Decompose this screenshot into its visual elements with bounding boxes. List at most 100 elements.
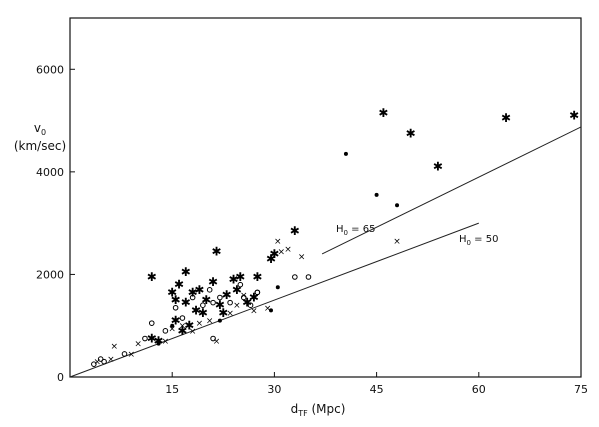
open-circle-point [200, 302, 206, 309]
cross-point: × [168, 324, 176, 334]
open-circle-point [189, 294, 196, 301]
star-point: ✱ [181, 296, 191, 310]
star-point: ✱ [266, 252, 276, 266]
cross-point: × [284, 245, 292, 255]
cross-point: × [179, 322, 187, 332]
open-circle-point [210, 299, 216, 306]
star-point: ✱ [177, 324, 187, 338]
cross-point: × [93, 358, 101, 368]
cross-point: × [264, 304, 272, 314]
filled-dot-point [170, 323, 175, 328]
star-point: ✱ [181, 265, 191, 279]
star-point: ✱ [194, 283, 204, 297]
open-circle-point [162, 328, 169, 334]
x-tick-label: 30 [267, 383, 281, 396]
open-circle-point [237, 281, 244, 288]
x-tick-label: 75 [574, 383, 588, 396]
cross-point: × [240, 291, 248, 301]
open-circle-point [247, 302, 254, 309]
star-point: ✱ [218, 306, 228, 320]
h0-50-label: H0 = 50 [459, 234, 498, 247]
cross-point: × [128, 350, 136, 360]
cross-point: × [226, 309, 234, 319]
y-tick-label: 0 [57, 371, 64, 384]
fit-lines [69, 126, 582, 378]
star-point: ✱ [211, 244, 221, 258]
star-point: ✱ [569, 108, 579, 122]
plot-frame [69, 17, 582, 378]
x-tick-label: 60 [472, 383, 486, 396]
star-point: ✱ [228, 273, 238, 287]
cross-point: × [298, 252, 306, 262]
h0-50-line [69, 222, 479, 378]
open-circle-point [91, 361, 97, 367]
star-point: ✱ [242, 296, 252, 310]
open-circle-point [121, 351, 128, 357]
h0-65-line [321, 126, 582, 255]
star-point: ✱ [249, 291, 259, 305]
star-point: ✱ [188, 285, 198, 299]
open-circle-point [217, 294, 223, 301]
cross-point: × [250, 306, 258, 316]
open-circle-point [206, 287, 213, 293]
open-circle-point [240, 294, 247, 301]
filled-dot-point [395, 203, 400, 208]
filled-dot-point [156, 341, 161, 346]
open-circle-point [142, 335, 148, 342]
open-circle-point [254, 289, 261, 296]
open-circle-point [292, 274, 298, 280]
open-circle-point [179, 315, 186, 321]
star-point: ✱ [290, 224, 300, 238]
y-tick-label: 4000 [36, 166, 64, 179]
filled-dot-point [268, 308, 273, 313]
star-point: ✱ [154, 334, 164, 348]
cross-point: × [213, 337, 221, 347]
data-points: ✱✱✱✱✱✱✱✱✱✱✱✱✱✱✱✱✱✱✱✱✱✱✱✱✱✱✱✱ ✱✱✱✱✱✱✱××× ××… [91, 106, 579, 368]
star-point: ✱ [215, 298, 225, 312]
star-point: ✱ [208, 275, 218, 289]
star-point: ✱ [167, 285, 177, 299]
star-point: ✱ [222, 288, 232, 302]
open-circle-point [305, 274, 312, 280]
cross-point: × [233, 301, 241, 311]
star-point: ✱ [147, 270, 157, 284]
y-tick-label: 2000 [36, 268, 64, 281]
star-point: ✱ [198, 306, 208, 320]
cross-point: × [196, 319, 204, 329]
y-axis-title: v0 [34, 121, 46, 137]
star-point: ✱ [201, 293, 211, 307]
cross-point: × [111, 342, 119, 352]
filled-dot-point [343, 151, 348, 156]
x-axis-title: dTF (Mpc) [291, 402, 346, 418]
star-point: ✱ [232, 283, 242, 297]
filled-dot-point [217, 318, 222, 323]
cross-point: × [134, 340, 142, 350]
open-circle-point [148, 320, 155, 326]
open-circle-point [227, 299, 233, 306]
star-point: ✱ [378, 106, 388, 120]
star-point: ✱ [174, 278, 184, 292]
star-point: ✱ [171, 293, 181, 307]
cross-point: × [189, 327, 197, 337]
axis-ticks: 15 30 45 60 75 2000 4000 6000 0 [36, 63, 588, 396]
cross-point: × [277, 247, 285, 257]
cross-point: × [274, 237, 282, 247]
x-tick-label: 45 [370, 383, 384, 396]
y-axis-unit: (km/sec) [14, 139, 66, 153]
filled-dot-point [275, 285, 280, 290]
cross-point: × [206, 317, 214, 327]
filled-dot-point [374, 192, 379, 197]
h0-65-label: H0 = 65 [336, 224, 375, 237]
star-point: ✱ [269, 247, 279, 261]
cross-point: × [393, 237, 401, 247]
star-point: ✱ [191, 303, 201, 317]
star-point: ✱ [184, 319, 194, 333]
star-point: ✱ [171, 314, 181, 328]
x-tick-label: 15 [165, 383, 179, 396]
star-point: ✱ [147, 332, 157, 346]
star-point: ✱ [406, 126, 416, 140]
open-circle-point [172, 304, 179, 311]
y-tick-label: 6000 [36, 63, 64, 76]
cross-point: × [107, 355, 115, 365]
